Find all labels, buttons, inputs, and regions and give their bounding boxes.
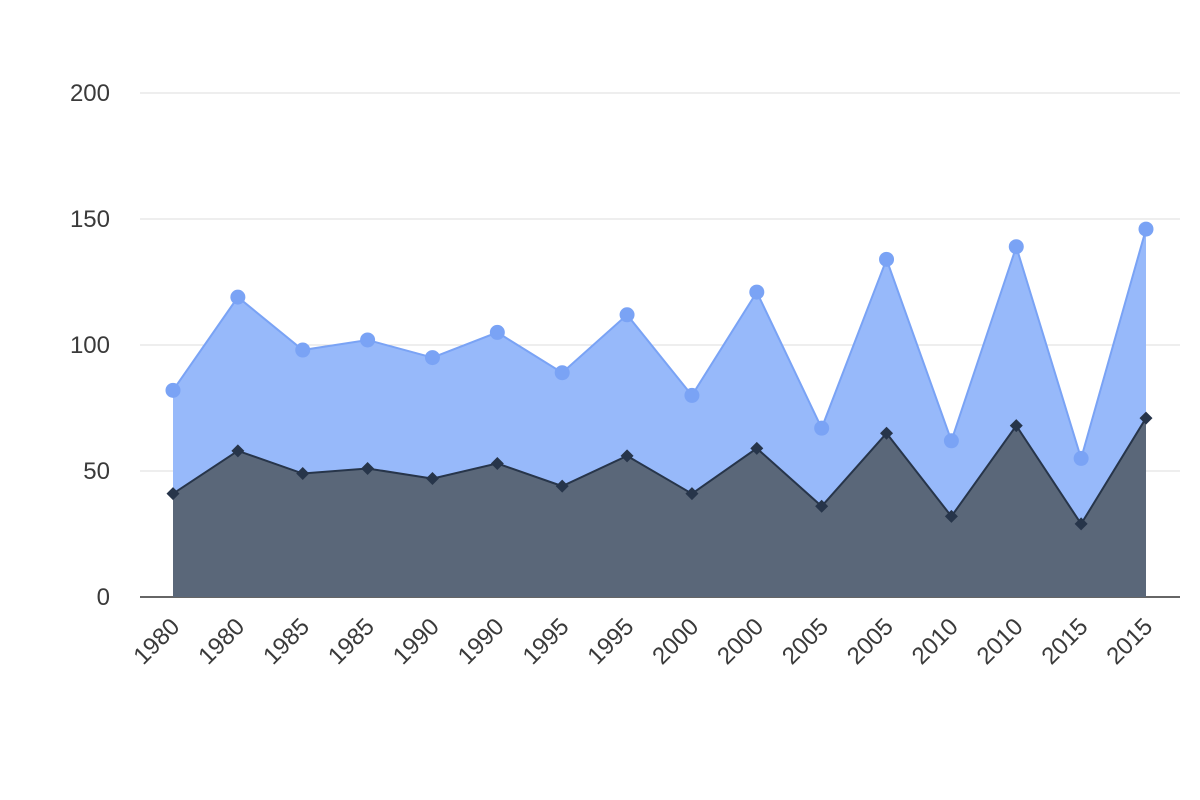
series-0-point [361, 461, 375, 475]
series-0-line [172, 417, 1147, 526]
x-tick-label: 1995 [518, 613, 575, 670]
x-tick-label: 1995 [582, 613, 639, 670]
x-tick-label: 2005 [777, 613, 834, 670]
x-tick-label: 2000 [647, 613, 704, 670]
series-1-point [684, 387, 700, 403]
series-0-point [166, 487, 180, 501]
series-1-point [230, 289, 246, 305]
series-0-point [1009, 419, 1023, 433]
area-layer [173, 229, 1146, 597]
series-0-point [296, 467, 310, 481]
y-axis: 0 50 100 150 200 [70, 80, 110, 611]
x-tick-label: 2015 [1037, 613, 1094, 670]
series-1-point [1008, 239, 1024, 255]
x-tick-label: 1990 [453, 613, 510, 670]
series-0-area [173, 418, 1146, 597]
x-tick-label: 2010 [972, 613, 1029, 670]
series-0-point [620, 449, 634, 463]
x-tick-label: 1980 [128, 613, 185, 670]
x-tick-label: 1985 [258, 613, 315, 670]
series-0-point [685, 487, 699, 501]
series-1-point [360, 332, 376, 348]
x-tick-label: 1980 [193, 613, 250, 670]
series-0-point [1074, 517, 1088, 531]
x-tick-label: 2015 [1101, 613, 1158, 670]
series-1-point [619, 307, 635, 323]
series-1-point [814, 420, 830, 436]
x-tick-label: 1985 [323, 613, 380, 670]
series-1-point [879, 251, 895, 267]
series-1-point [165, 382, 181, 398]
y-tick-label: 100 [70, 332, 110, 359]
series-0-point [880, 426, 894, 440]
series-1-point [554, 365, 570, 381]
series-0-point [944, 509, 958, 523]
series-1-point [424, 350, 440, 366]
series-1-line [172, 228, 1147, 462]
series-0-point [490, 456, 504, 470]
y-tick-label: 50 [83, 458, 110, 485]
x-tick-label: 2000 [712, 613, 769, 670]
x-tick-label: 2005 [842, 613, 899, 670]
series-0-point [1139, 411, 1153, 425]
series-1-point [1138, 221, 1154, 237]
series-0-point [750, 441, 764, 455]
series-0-point [231, 444, 245, 458]
x-axis: 1980 1980 1985 1985 1990 1990 1995 1995 2000 2000… [128, 613, 1158, 670]
line-layer [172, 228, 1147, 526]
y-tick-label: 150 [70, 206, 110, 233]
series-0-point [425, 472, 439, 486]
series-1-point [749, 284, 765, 300]
y-tick-label: 0 [97, 584, 110, 611]
series-1-point [295, 342, 311, 358]
series-1-point [943, 433, 959, 449]
series-1-point [489, 324, 505, 340]
x-tick-label: 1990 [388, 613, 445, 670]
marker-layer [165, 221, 1154, 531]
series-1-point [1073, 450, 1089, 466]
series-0-point [555, 479, 569, 493]
series-0-point [815, 499, 829, 513]
x-tick-label: 2010 [907, 613, 964, 670]
y-tick-label: 200 [70, 80, 110, 107]
